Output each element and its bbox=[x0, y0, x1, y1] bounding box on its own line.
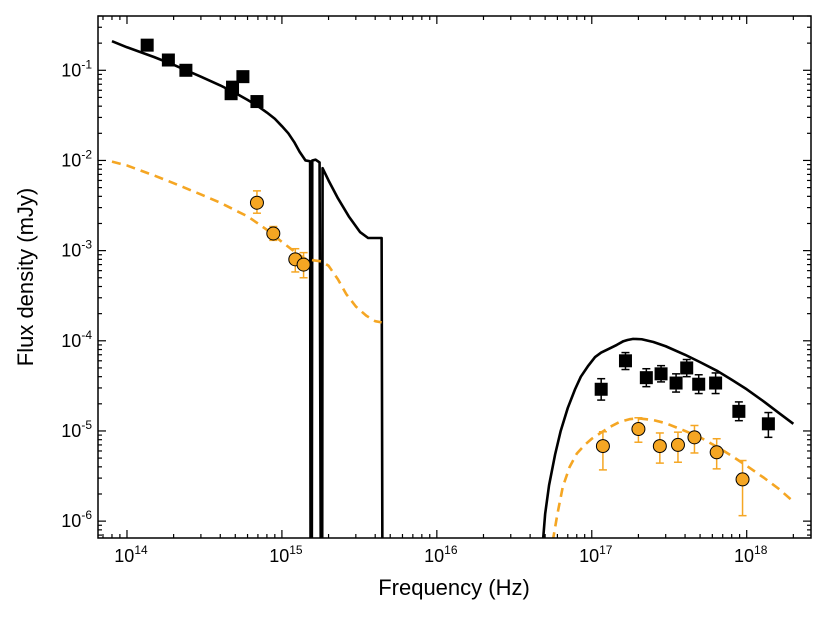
x-tick-label: 1015 bbox=[269, 543, 303, 566]
x-tick-label: 1017 bbox=[579, 543, 613, 566]
orange-circles-point bbox=[249, 195, 264, 210]
black-squares-point bbox=[140, 38, 154, 52]
orange-circles-point bbox=[296, 257, 311, 272]
black-model-curve-xray bbox=[541, 337, 795, 538]
orange-circles-point bbox=[595, 439, 610, 454]
black-squares-point bbox=[250, 95, 264, 109]
orange-circles-point bbox=[735, 472, 750, 487]
x-tick-label: 1014 bbox=[114, 543, 148, 566]
orange-circles-point bbox=[266, 226, 281, 241]
orange-circles-point bbox=[631, 422, 646, 437]
black-squares-point bbox=[680, 361, 694, 375]
black-squares-point bbox=[732, 404, 746, 418]
data-markers bbox=[140, 38, 775, 517]
black-squares-point bbox=[669, 376, 683, 390]
y-tick-label: 10-5 bbox=[61, 418, 92, 441]
black-squares-point bbox=[692, 377, 706, 391]
y-axis-label: Flux density (mJy) bbox=[13, 188, 38, 366]
orange-circles-point bbox=[652, 439, 667, 454]
orange-circles-point bbox=[670, 437, 685, 452]
plot-frame bbox=[97, 15, 812, 539]
black-squares-point bbox=[709, 376, 723, 390]
x-axis-label: Frequency (Hz) bbox=[378, 575, 530, 600]
y-tick-label: 10-3 bbox=[61, 238, 92, 261]
black-squares-point bbox=[226, 80, 240, 94]
y-tick-label: 10-6 bbox=[61, 508, 92, 531]
black-squares-point bbox=[179, 63, 193, 77]
orange-model-curve bbox=[111, 160, 382, 324]
black-squares-point bbox=[236, 70, 250, 84]
y-tick-label: 10-2 bbox=[61, 147, 92, 170]
model-curves bbox=[111, 40, 795, 538]
black-squares-point bbox=[654, 367, 668, 381]
y-tick-label: 10-4 bbox=[61, 328, 92, 351]
orange-circles-point bbox=[687, 430, 702, 445]
black-squares-point bbox=[161, 53, 175, 67]
black-model-curve bbox=[111, 40, 384, 538]
black-squares-point bbox=[639, 371, 653, 385]
x-tick-label: 1016 bbox=[424, 543, 458, 566]
black-squares-point bbox=[618, 354, 632, 368]
black-squares-point bbox=[594, 382, 608, 396]
tick-labels: 1014 1015 1016 1017 1018 10-6 10-5 10-4 10-3 10-2… bbox=[61, 57, 767, 566]
black-squares-point bbox=[761, 417, 775, 431]
axis-ticks bbox=[98, 15, 811, 538]
orange-circles-point bbox=[709, 445, 724, 460]
x-tick-label: 1018 bbox=[734, 543, 768, 566]
orange-model-curve-xray bbox=[551, 417, 795, 538]
y-tick-label: 10-1 bbox=[61, 57, 92, 80]
